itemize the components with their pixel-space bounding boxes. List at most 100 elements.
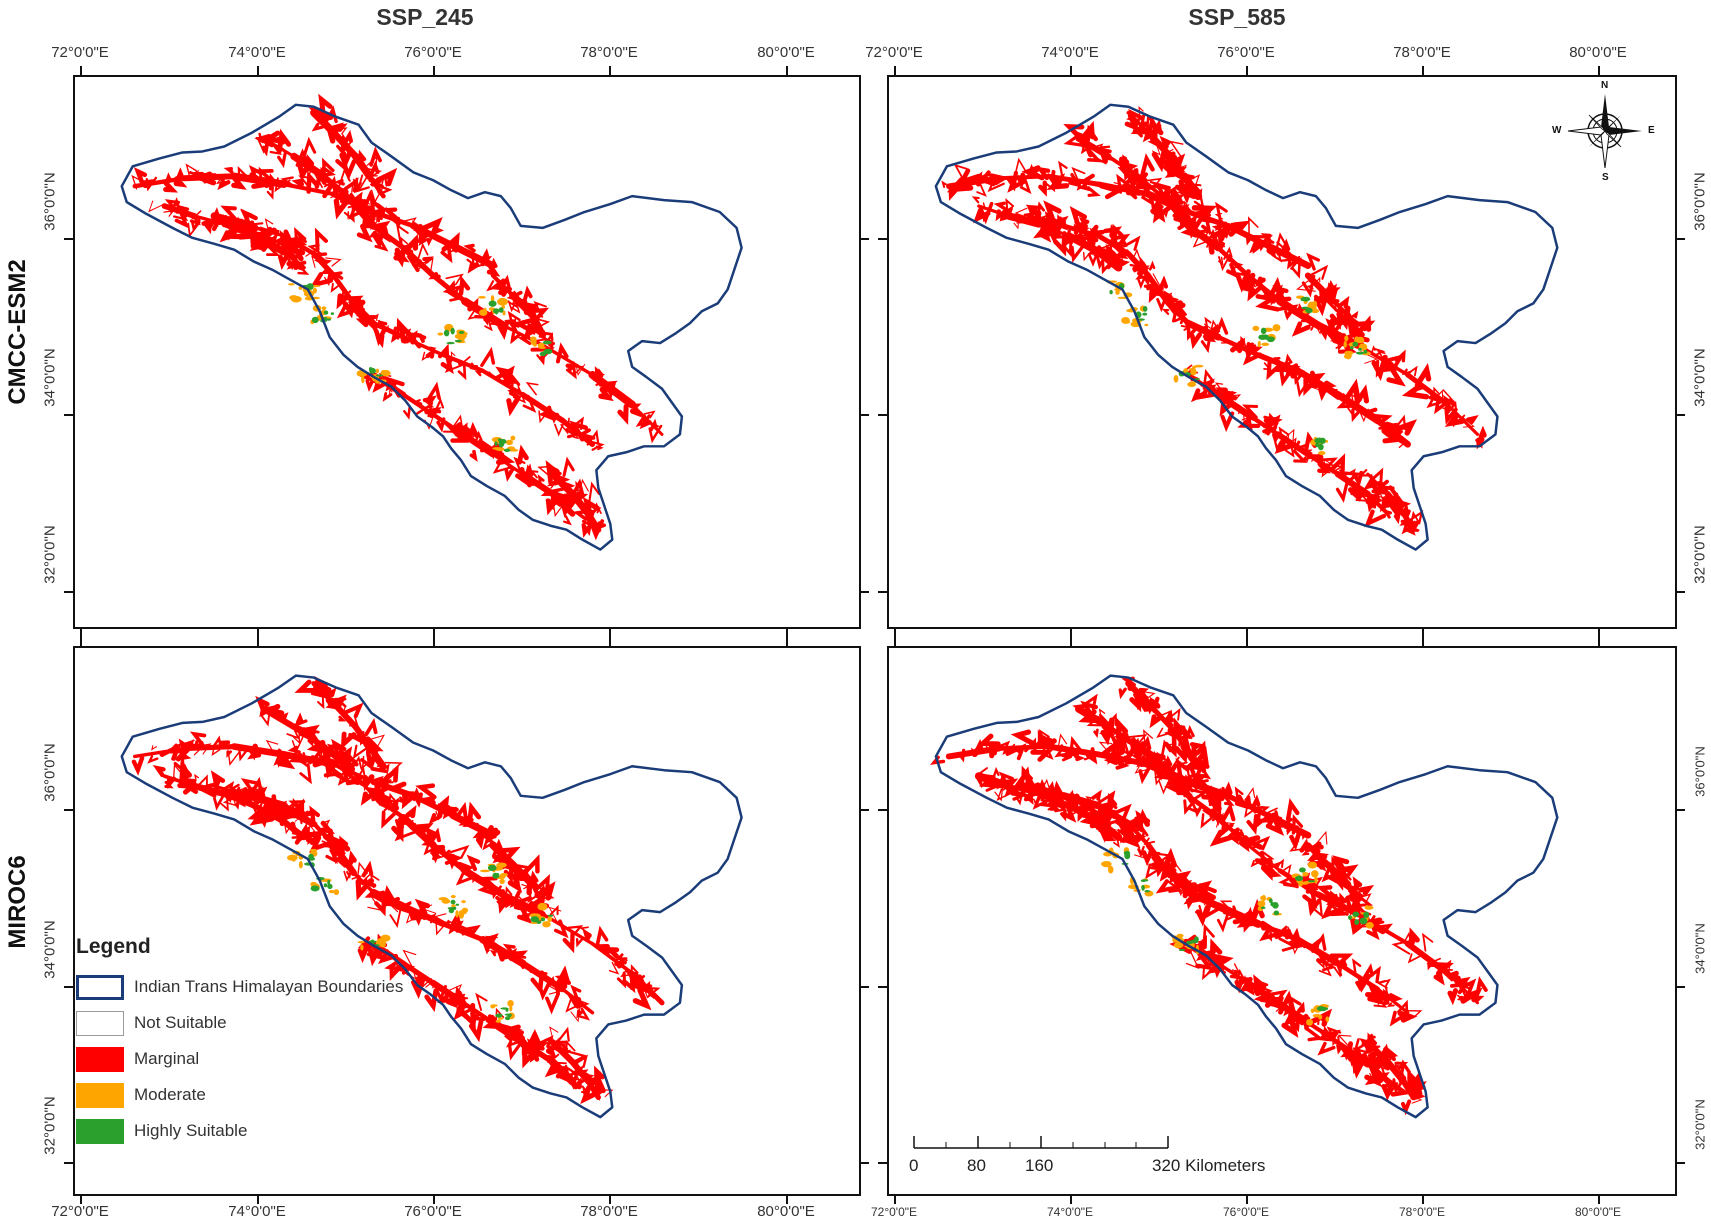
marginal-patch xyxy=(1149,714,1163,729)
marginal-patch xyxy=(1204,316,1212,329)
marginal-patch xyxy=(1096,145,1111,158)
marginal-patch xyxy=(1318,959,1332,977)
longitude-label: 76°0'0"E xyxy=(1217,44,1275,61)
graticule-tick xyxy=(433,637,435,646)
marginal-patch xyxy=(498,846,521,860)
graticule-tick xyxy=(1677,986,1685,988)
marginal-patch xyxy=(1123,162,1139,171)
marginal-habitat-layer xyxy=(930,676,1488,1116)
graticule-tick xyxy=(861,591,869,593)
moderate-patch xyxy=(361,375,365,384)
marginal-patch xyxy=(382,764,399,783)
marginal-patch xyxy=(1381,354,1405,370)
marginal-patch xyxy=(325,846,338,864)
marginal-ridge xyxy=(1244,979,1282,1007)
moderate-patch xyxy=(1192,365,1197,369)
graticule-tick xyxy=(1598,637,1600,646)
suitability-map xyxy=(934,103,1559,551)
graticule-tick xyxy=(257,1196,259,1204)
marginal-patch xyxy=(1070,791,1085,813)
marginal-patch xyxy=(1293,940,1307,949)
highly-suitable-patch xyxy=(505,1016,511,1021)
marginal-patch xyxy=(1369,1076,1376,1084)
marginal-ridge xyxy=(430,273,468,304)
marginal-patch xyxy=(1375,1051,1393,1071)
scale-label-320: 320 Kilometers xyxy=(1152,1156,1266,1175)
marginal-ridge xyxy=(630,403,664,436)
marginal-patch xyxy=(1352,958,1362,974)
highly-suitable-patch xyxy=(327,883,333,890)
graticule-tick xyxy=(609,66,611,75)
highly-suitable-patch xyxy=(1348,915,1353,920)
marginal-patch xyxy=(489,949,497,957)
marginal-ridge xyxy=(449,242,497,270)
marginal-patch xyxy=(577,478,589,498)
highly-suitable-patch xyxy=(455,903,460,906)
marginal-patch xyxy=(1176,187,1195,200)
moderate-patch xyxy=(1115,290,1120,295)
marginal-patch xyxy=(1244,808,1255,818)
highly-suitable-patch xyxy=(488,866,494,871)
graticule-tick xyxy=(861,238,869,240)
marginal-ridge xyxy=(370,223,407,251)
marginal-patch xyxy=(1189,742,1204,750)
marginal-patch xyxy=(284,242,294,255)
marginal-patch xyxy=(992,766,1000,779)
marginal-patch xyxy=(1326,1026,1342,1045)
marginal-patch xyxy=(1272,284,1289,303)
marginal-patch xyxy=(1242,404,1259,419)
row-title-miroc6: MIROC6 xyxy=(4,855,31,949)
graticule-tick xyxy=(609,637,611,646)
marginal-patch xyxy=(1361,407,1380,420)
moderate-patch xyxy=(1307,861,1318,869)
scale-label-80: 80 xyxy=(967,1156,986,1175)
marginal-ridge xyxy=(549,470,576,498)
scale-bar-graphic xyxy=(913,1136,1169,1149)
marginal-patch xyxy=(510,331,522,344)
highly-suitable-patch xyxy=(446,341,455,345)
marginal-patch xyxy=(396,328,412,340)
graticule-tick xyxy=(878,591,887,593)
north-arrow: N S E W xyxy=(1552,80,1655,183)
marginal-patch xyxy=(1138,687,1150,694)
marginal-patch xyxy=(1337,295,1350,309)
marginal-patch xyxy=(1111,803,1132,820)
moderate-patch xyxy=(357,941,365,944)
marginal-patch xyxy=(1240,835,1263,850)
marginal-patch xyxy=(1159,135,1171,149)
marginal-patch xyxy=(1023,211,1042,222)
moderate-patch xyxy=(1144,323,1149,327)
marginal-patch xyxy=(1395,419,1418,436)
moderate-patch xyxy=(510,435,516,441)
marginal-patch xyxy=(1143,284,1155,291)
marginal-patch xyxy=(510,335,520,345)
highly-suitable-patch xyxy=(312,886,318,892)
marginal-patch xyxy=(325,257,342,267)
marginal-patch xyxy=(357,945,369,964)
marginal-ridge xyxy=(331,273,356,306)
marginal-patch xyxy=(1351,408,1363,423)
marginal-patch xyxy=(256,169,274,184)
moderate-patch xyxy=(328,889,335,894)
marginal-patch xyxy=(1246,814,1259,835)
marginal-patch xyxy=(1216,914,1229,933)
moderate-patch xyxy=(441,898,451,904)
marginal-patch xyxy=(1306,252,1320,271)
marginal-ridge xyxy=(369,888,407,910)
marginal-patch xyxy=(549,1026,559,1041)
marginal-patch xyxy=(530,1031,542,1050)
marginal-ridge xyxy=(519,391,566,424)
marginal-patch xyxy=(971,196,980,204)
marginal-ridge xyxy=(461,867,507,899)
marginal-patch xyxy=(346,868,353,879)
marginal-patch xyxy=(172,763,182,780)
marginal-patch xyxy=(1286,260,1296,270)
highly-suitable-patch xyxy=(1109,289,1113,295)
highly-suitable-patch xyxy=(1123,850,1131,856)
marginal-ridge xyxy=(1126,821,1151,848)
marginal-patch xyxy=(1309,841,1324,850)
marginal-ridge xyxy=(311,681,337,706)
marginal-patch xyxy=(1121,824,1130,839)
marginal-patch xyxy=(1249,241,1264,254)
moderate-patch xyxy=(1173,942,1184,949)
